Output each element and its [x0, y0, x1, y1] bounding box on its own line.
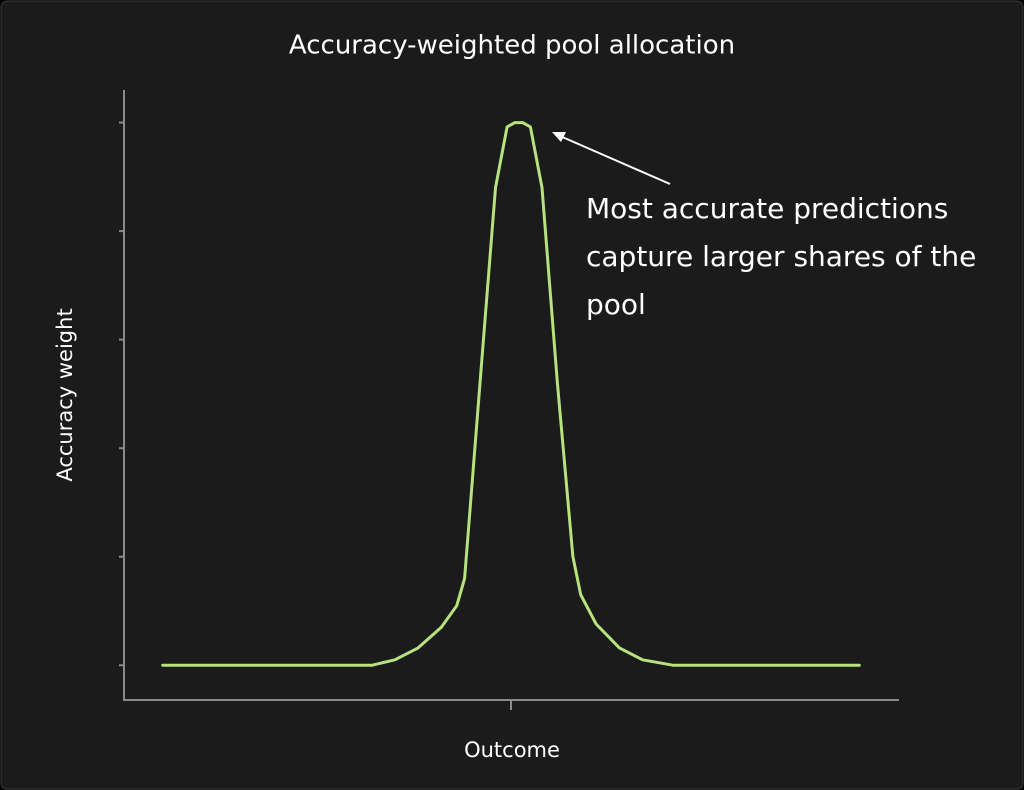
chart-title: Accuracy-weighted pool allocation: [289, 31, 735, 61]
annotation-line: capture larger shares of the: [586, 240, 976, 273]
arrow-head: [552, 132, 566, 142]
line-series: [161, 121, 861, 667]
annotation-line: Most accurate predictions: [586, 192, 948, 225]
annotation: Most accurate predictions capture larger…: [586, 192, 976, 321]
y-axis-label: Accuracy weight: [53, 308, 77, 481]
annotation-arrow: [559, 135, 671, 185]
x-axis-label: Outcome: [464, 738, 560, 762]
annotation-line: pool: [586, 288, 646, 321]
